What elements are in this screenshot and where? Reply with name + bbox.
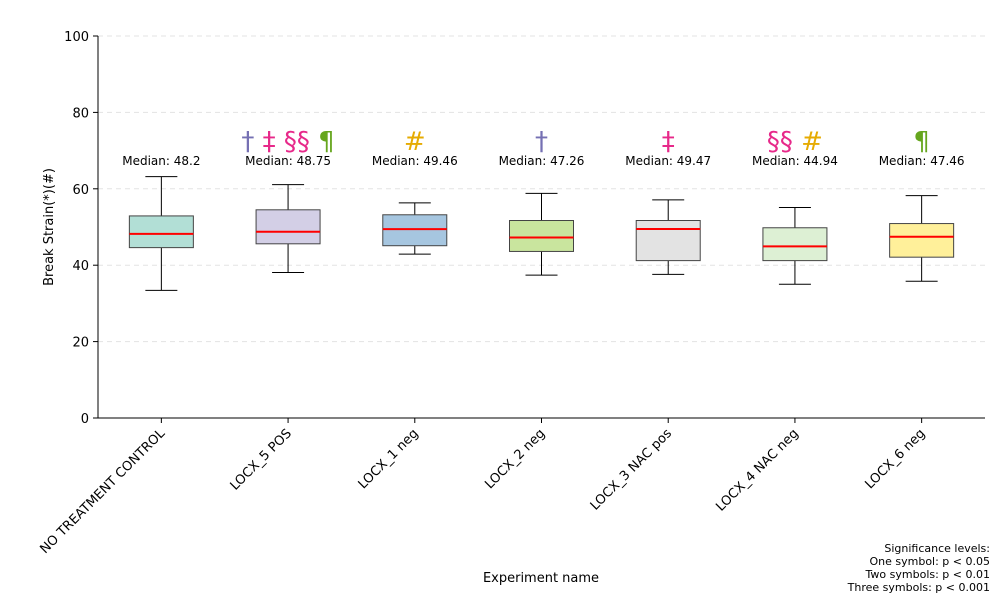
median-label: Median: 48.75 [245, 154, 331, 168]
x-tick-label: LOCX_1 neg [356, 426, 422, 492]
y-tick-label: 100 [64, 30, 89, 45]
y-tick-label: 0 [81, 412, 89, 427]
box-iqr [382, 214, 448, 247]
y-tick-label: 20 [72, 336, 89, 351]
x-tick-label: LOCX_2 neg [482, 426, 548, 492]
significance-legend-line: Significance levels: [884, 542, 990, 555]
box-iqr [128, 215, 194, 249]
box-group: Median: 44.94§§ # [752, 127, 838, 285]
box-group: Median: 47.26† [499, 127, 585, 276]
significance-mark: §§ [767, 127, 793, 157]
significance-mark: ‡ [254, 127, 275, 157]
box-iqr [509, 220, 574, 252]
box-group: Median: 49.47‡ [625, 127, 711, 275]
box-group: Median: 48.2 [122, 154, 200, 291]
box-iqr [255, 209, 321, 245]
x-tick-label: LOCX_6 neg [862, 426, 928, 492]
significance-marks: ¶ [913, 127, 930, 157]
significance-legend-line: Three symbols: p < 0.001 [847, 581, 990, 594]
x-tick-label: LOCX_4 NAC neg [713, 426, 801, 514]
significance-mark: §§ [276, 127, 310, 157]
significance-legend-line: Two symbols: p < 0.01 [865, 568, 990, 581]
x-tick-label: LOCX_3 NAC pos [588, 426, 675, 513]
box-iqr [762, 227, 828, 262]
significance-mark: # [793, 127, 823, 157]
axis-labels: Break Strain(*)(#) Experiment name [42, 168, 599, 586]
significance-marks: ‡ [662, 127, 675, 157]
box-group: Median: 47.46¶ [879, 127, 965, 282]
median-label: Median: 47.26 [499, 154, 585, 168]
median-label: Median: 49.46 [372, 154, 458, 168]
significance-mark: ‡ [662, 127, 675, 157]
y-axis-label: Break Strain(*)(#) [42, 168, 57, 286]
median-label: Median: 48.2 [122, 154, 200, 168]
significance-mark: ¶ [310, 127, 335, 157]
significance-legend: Significance levels: One symbol: p < 0.0… [848, 542, 990, 594]
significance-legend-line: One symbol: p < 0.05 [869, 555, 990, 568]
box-group: Median: 48.75† ‡ §§ ¶ [241, 127, 335, 273]
y-tick-label: 80 [72, 106, 89, 121]
y-tick-label: 40 [72, 259, 89, 274]
box-iqr [889, 223, 955, 258]
median-label: Median: 49.47 [625, 154, 711, 168]
significance-marks: † ‡ §§ ¶ [241, 127, 334, 157]
significance-mark: ¶ [913, 127, 930, 157]
box-group: Median: 49.46# [372, 127, 458, 255]
x-axis-label: Experiment name [483, 571, 599, 586]
significance-marks: † [535, 127, 548, 157]
significance-mark: † [535, 127, 548, 157]
significance-marks: # [404, 127, 426, 157]
median-label: Median: 44.94 [752, 154, 838, 168]
box-series: Median: 48.2 Median: 48.75† ‡ §§ ¶Median:… [122, 127, 965, 291]
significance-marks: §§ # [767, 127, 823, 157]
median-label: Median: 47.46 [879, 154, 965, 168]
y-tick-label: 60 [72, 183, 89, 198]
x-tick-label: NO TREATMENT CONTROL [38, 426, 169, 557]
x-tick-label: LOCX_5 POS [228, 426, 295, 493]
box-iqr [635, 220, 701, 262]
significance-mark: † [241, 127, 254, 157]
significance-mark: # [404, 127, 426, 157]
axes: 0 20 40 60 80 100 NO TREATMENT CONTROL LOCX_5 P… [38, 30, 985, 557]
